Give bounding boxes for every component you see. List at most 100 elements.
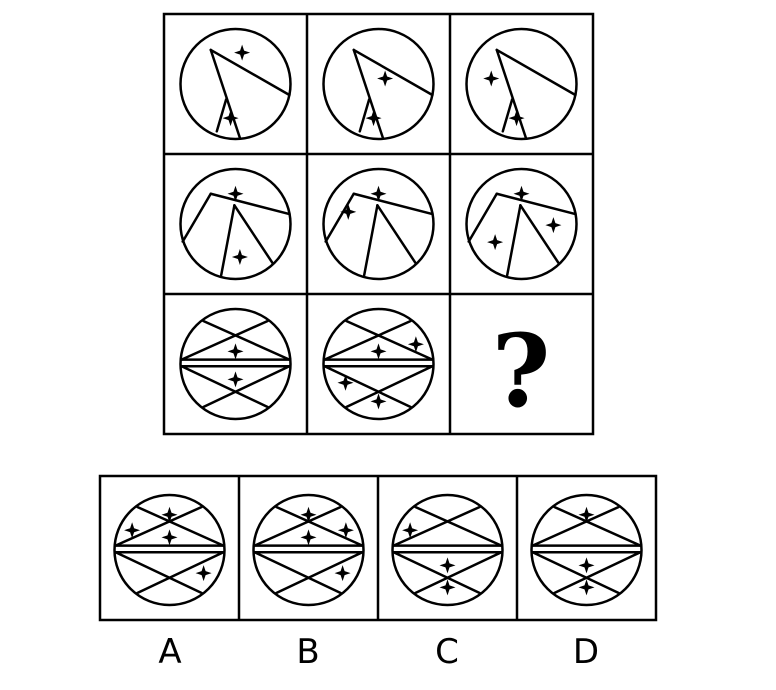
- grid-r1-c1-line-1: [209, 48, 291, 97]
- grid-r3-c1-circle: [179, 307, 292, 421]
- option-d-star-2: [578, 557, 595, 574]
- grid-r3-c1-line-4: [202, 319, 291, 361]
- grid-r1-c1-circle: [179, 27, 292, 141]
- option-a-figure: [113, 493, 226, 607]
- grid-frame: [162, 12, 595, 436]
- grid-r1-c1-line-3: [215, 98, 228, 133]
- grid-r2-c1-line-2: [181, 192, 212, 243]
- grid-r3-c2-figure: [322, 307, 435, 421]
- grid-r2-c1-star-1: [227, 185, 244, 202]
- grid-r1-c1-star-1: [234, 44, 251, 61]
- grid-border: [162, 12, 595, 436]
- grid-r2-c3-star-2: [545, 217, 562, 234]
- option-c-line-6: [414, 550, 503, 595]
- grid-r3-c2-star-2: [407, 336, 424, 353]
- grid-r1-c2-circle: [322, 27, 435, 141]
- grid-r1-c3-figure: [465, 27, 578, 141]
- grid-r1-c3-line-1: [495, 48, 577, 97]
- grid-r3-c2-circle: [322, 307, 435, 421]
- option-b-star-2: [337, 522, 354, 539]
- grid-r2-c2-star-1: [370, 185, 387, 202]
- grid-r3-c1-figure: [179, 307, 292, 421]
- option-label-d: D: [572, 632, 600, 672]
- option-c-star-3: [439, 579, 456, 596]
- grid-r2-c2-circle: [322, 167, 435, 281]
- grid-r1-c2-line-3: [358, 98, 371, 133]
- grid-r2-c3-line-4: [519, 204, 561, 265]
- option-d-figure: [530, 493, 643, 607]
- option-c-star-2: [439, 557, 456, 574]
- options-frame: [98, 474, 658, 622]
- option-d-circle: [530, 493, 643, 607]
- option-c-circle: [391, 493, 504, 607]
- grid-r3-c2-star-3: [337, 374, 354, 391]
- grid-r1-c3-star-2: [508, 110, 525, 127]
- option-c-line-3: [392, 505, 481, 547]
- grid-r2-c1-line-4: [233, 204, 275, 265]
- option-d-line-5: [531, 550, 620, 595]
- grid-r1-c3-circle: [465, 27, 578, 141]
- option-a-line-5: [114, 550, 203, 595]
- option-b-line-3: [253, 505, 342, 547]
- grid-r2-c3-line-2: [467, 192, 498, 243]
- grid-r2-c1-circle: [179, 167, 292, 281]
- grid-r3-c2-star-4: [370, 393, 387, 410]
- option-b-star-3: [300, 529, 317, 546]
- option-a-line-6: [136, 550, 225, 595]
- grid-r1-c2-line-2: [352, 48, 385, 140]
- grid-r1-c2-line-1: [352, 48, 434, 97]
- grid-r2-c3-line-3: [505, 204, 522, 277]
- grid-r2-c1-line-3: [219, 204, 236, 277]
- grid-r2-c1-line-1: [209, 192, 291, 216]
- grid-r3-c2-line-3: [323, 319, 412, 361]
- grid-r3-c1-line-3: [180, 319, 269, 361]
- grid-r1-c1-figure: [179, 27, 292, 141]
- grid-r2-c3-figure: [465, 167, 578, 281]
- grid-r2-c3-star-3: [487, 234, 504, 251]
- grid-r2-c1-star-2: [231, 249, 248, 265]
- option-c-figure: [391, 493, 504, 607]
- grid-r2-c2-line-1: [352, 192, 434, 216]
- option-a-circle: [113, 493, 226, 607]
- option-d-star-3: [578, 579, 595, 596]
- options-cells: [113, 493, 643, 607]
- grid-r2-c2-line-4: [376, 204, 418, 265]
- option-c-line-5: [392, 550, 481, 595]
- grid-r2-c3-line-1: [495, 192, 577, 216]
- option-a-line-3: [114, 505, 203, 547]
- grid-r1-c1-line-2: [209, 48, 242, 140]
- grid-r3-c1-star-2: [227, 371, 244, 388]
- grid-r2-c2-star-2: [340, 203, 357, 220]
- option-a-star-1: [161, 506, 178, 523]
- grid-r1-c3-star-1: [483, 70, 500, 87]
- grid-r1-c2-figure: [322, 27, 435, 141]
- option-a-star-3: [161, 529, 178, 546]
- option-c-star-1: [402, 522, 419, 539]
- option-a-star-2: [124, 522, 141, 539]
- grid-r2-c2-line-3: [362, 204, 379, 277]
- grid-r2-c1-figure: [179, 167, 292, 281]
- option-d-star-1: [578, 506, 595, 523]
- grid-r1-c1-star-2: [222, 110, 239, 127]
- grid-r1-c2-star-2: [365, 110, 382, 127]
- grid-r3-c2-line-4: [345, 319, 434, 361]
- grid-r2-c3-circle: [465, 167, 578, 281]
- grid-r1-c3-line-3: [501, 98, 514, 133]
- grid-r2-c2-figure: [322, 167, 435, 281]
- option-b-line-4: [275, 505, 364, 547]
- option-b-line-5: [253, 550, 342, 595]
- grid-r3-c1-star-1: [227, 343, 244, 360]
- option-a-line-4: [136, 505, 225, 547]
- option-b-figure: [252, 493, 365, 607]
- grid-r3-c2-line-5: [323, 364, 412, 409]
- grid-r2-c3-star-1: [513, 185, 530, 202]
- grid-r3-c1-line-5: [180, 364, 269, 409]
- grid-r3-c2-star-1: [370, 343, 387, 360]
- grid-r3-c1-line-6: [202, 364, 291, 409]
- question-mark: ?: [492, 312, 551, 430]
- option-d-line-6: [553, 550, 642, 595]
- option-label-c: C: [435, 632, 459, 672]
- option-b-star-1: [300, 506, 317, 523]
- option-b-line-6: [275, 550, 364, 595]
